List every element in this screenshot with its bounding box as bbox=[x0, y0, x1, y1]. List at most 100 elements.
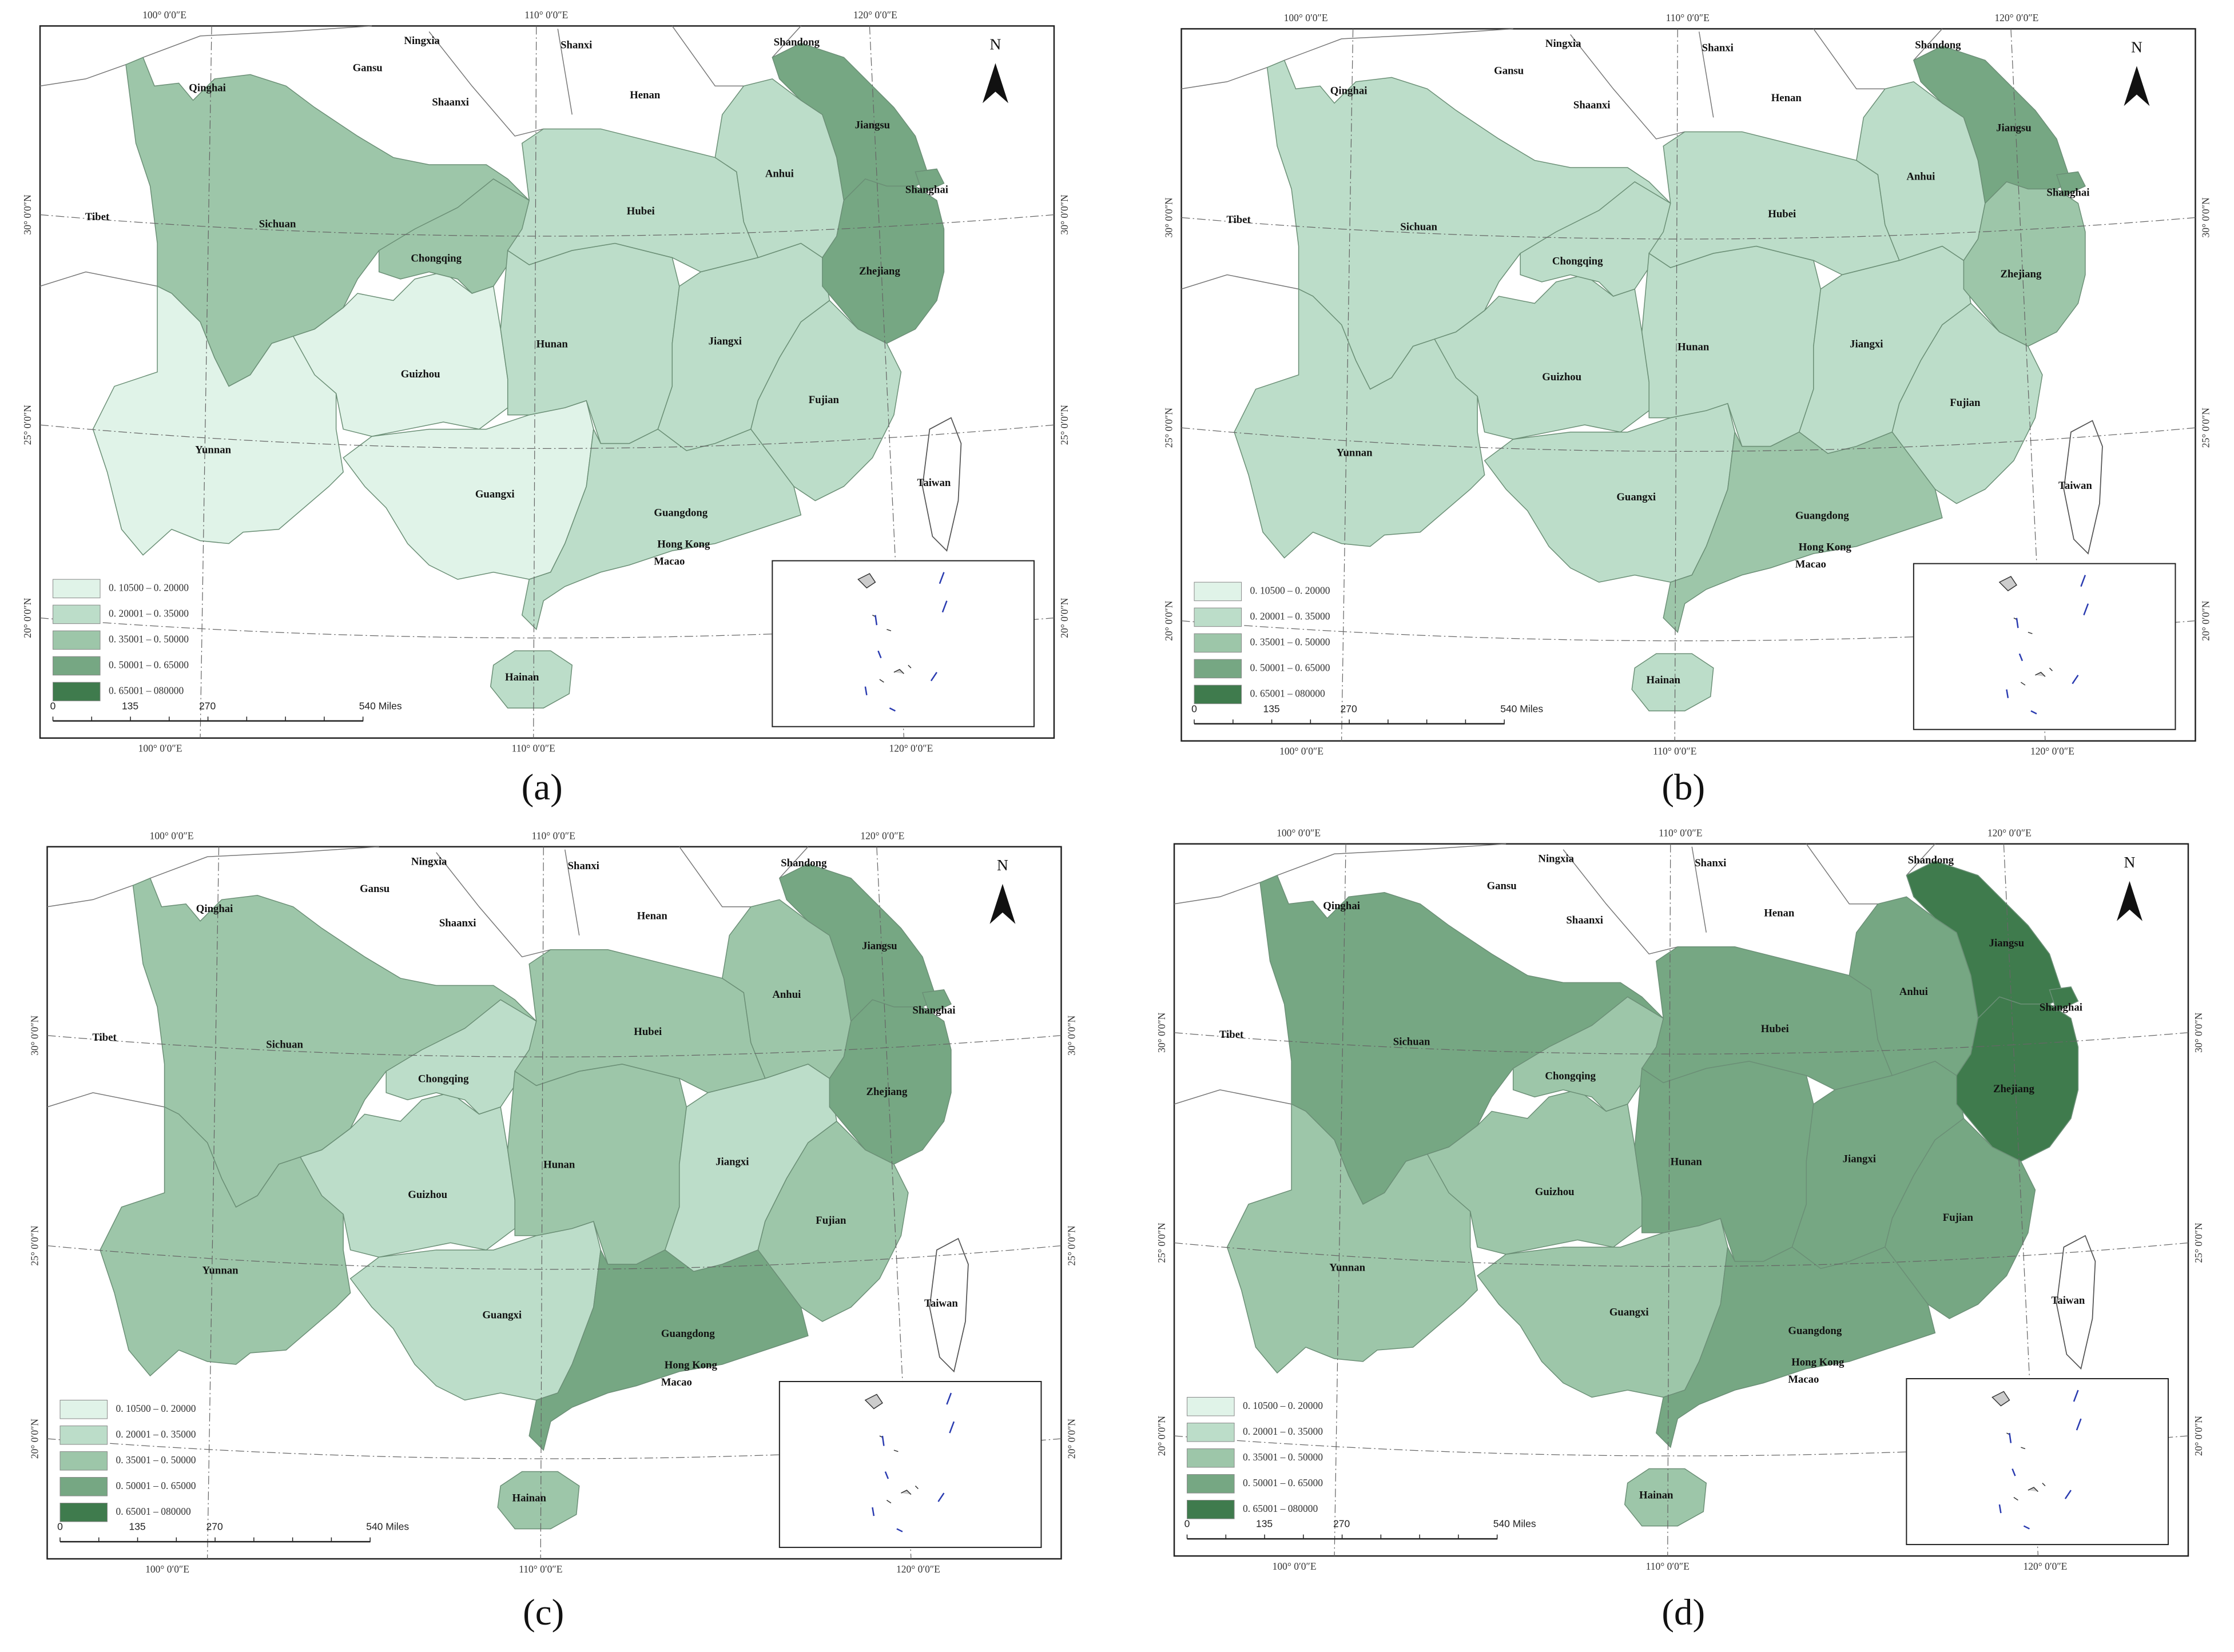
province-area bbox=[528, 1248, 809, 1451]
latitude-label: 30° 0′0″N bbox=[2193, 1012, 2204, 1052]
province-label: Yunnan bbox=[195, 444, 231, 456]
legend-swatch bbox=[59, 1400, 108, 1419]
neighbor-label: Shanxi bbox=[1702, 42, 1734, 54]
latitude-label: 20° 0′0″N bbox=[2193, 1416, 2204, 1456]
neighbor-label: Taiwan bbox=[2058, 480, 2092, 492]
province-label: Hunan bbox=[1678, 341, 1710, 353]
province-area bbox=[1631, 653, 1714, 711]
legend-swatch bbox=[59, 1503, 108, 1522]
legend-label: 0. 20001 – 0. 35000 bbox=[116, 1428, 196, 1440]
province-label: Guizhou bbox=[1542, 371, 1581, 383]
longitude-label: 110° 0′0″E bbox=[532, 830, 575, 841]
neighbor-label: Qinghai bbox=[196, 903, 233, 915]
province-label: Jiangsu bbox=[1996, 122, 2032, 134]
inset-islands bbox=[857, 573, 912, 683]
scale-label: 540 Miles bbox=[1493, 1518, 1536, 1530]
graticule bbox=[1181, 29, 2196, 741]
map-panel: Sichuan Yunnan Guizhou Chongqing Guangxi Huna… bbox=[29, 830, 1078, 1575]
scale-label: 0 bbox=[50, 700, 56, 711]
latitude-label: 30° 0′0″N bbox=[22, 194, 33, 234]
latitude-label: 20° 0′0″N bbox=[1163, 600, 1175, 640]
panel-label: (c) bbox=[523, 1592, 564, 1633]
province-label: Guizhou bbox=[1535, 1186, 1575, 1198]
neighbor-label: Qinghai bbox=[1330, 85, 1368, 97]
inset-islands bbox=[864, 1394, 919, 1504]
legend-label: 0. 35001 – 0. 50000 bbox=[1243, 1451, 1323, 1463]
latitude-label: 25° 0′0″N bbox=[2200, 408, 2212, 448]
province-area bbox=[921, 989, 952, 1015]
province-label: Chongqing bbox=[411, 252, 462, 264]
neighbor-label: Shandong bbox=[1915, 39, 1961, 51]
legend-swatch bbox=[1187, 1474, 1235, 1494]
legend-label: 0. 35001 – 0. 50000 bbox=[116, 1454, 196, 1466]
legend-label: 0. 10500 – 0. 20000 bbox=[109, 582, 189, 593]
legend-swatch bbox=[1187, 1448, 1235, 1468]
province-label: Guangdong bbox=[1795, 509, 1849, 522]
province-label: Hubei bbox=[1768, 208, 1796, 220]
legend-swatch bbox=[1187, 1500, 1235, 1519]
neighbor-label: Henan bbox=[637, 910, 668, 922]
province-area bbox=[1655, 1245, 1936, 1448]
latitude-label: 25° 0′0″N bbox=[1163, 408, 1175, 448]
longitude-label: 100° 0′0″E bbox=[1273, 1561, 1317, 1572]
neighbor-label: Ningxia bbox=[411, 856, 447, 868]
legend-swatch bbox=[1187, 1397, 1235, 1416]
scale-label: 135 bbox=[1263, 703, 1279, 714]
province-area bbox=[378, 178, 530, 294]
north-arrow bbox=[982, 63, 1008, 104]
longitude-label: 100° 0′0″E bbox=[138, 743, 182, 754]
province-label: Anhui bbox=[772, 989, 801, 1001]
legend-swatch bbox=[53, 579, 101, 599]
province-label: Jiangsu bbox=[1989, 937, 2025, 949]
scale-label: 0 bbox=[1191, 703, 1197, 714]
longitude-label: 120° 0′0″E bbox=[2030, 746, 2074, 757]
province-label: Sichuan bbox=[266, 1039, 303, 1051]
scale-label: 540 Miles bbox=[1500, 703, 1543, 714]
province-label: Hainan bbox=[1639, 1489, 1673, 1501]
neighbor-label: Shaanxi bbox=[1566, 914, 1603, 926]
neighbor-label: Taiwan bbox=[917, 477, 951, 489]
neighbor-label: Gansu bbox=[1494, 65, 1524, 77]
longitude-label: 110° 0′0″E bbox=[1659, 827, 1702, 838]
inset-boundary bbox=[872, 1392, 955, 1532]
longitude-label: 120° 0′0″E bbox=[853, 9, 897, 21]
neighbor-label: Ningxia bbox=[1545, 38, 1581, 50]
province-area bbox=[829, 999, 952, 1165]
province-label: Hubei bbox=[627, 205, 655, 217]
province-area bbox=[2049, 986, 2079, 1012]
legend-swatch bbox=[59, 1451, 108, 1471]
graticule bbox=[39, 26, 1055, 738]
north-label: N bbox=[997, 856, 1008, 874]
panel-label: (d) bbox=[1661, 1592, 1705, 1633]
graticule bbox=[47, 846, 1062, 1559]
province-area bbox=[521, 428, 802, 631]
province-label: Guizhou bbox=[401, 368, 440, 380]
inset-boundary bbox=[2006, 575, 2089, 715]
neighbor-borders bbox=[47, 846, 809, 1108]
legend-label: 0. 50001 – 0. 65000 bbox=[1243, 1477, 1323, 1488]
map-panel: Sichuan Yunnan Guizhou Chongqing Guangxi Huna… bbox=[22, 9, 1070, 754]
map-panel: Sichuan Yunnan Guizhou Chongqing Guangxi Huna… bbox=[1163, 12, 2212, 757]
legend-label: 0. 35001 – 0. 50000 bbox=[109, 633, 189, 644]
neighbor-label: Gansu bbox=[1487, 880, 1517, 892]
neighbor-label: Shanxi bbox=[561, 39, 592, 51]
province-label: Shanghai bbox=[912, 1005, 955, 1017]
longitude-label: 110° 0′0″E bbox=[1646, 1561, 1690, 1572]
neighbor-label: Macao bbox=[654, 555, 685, 567]
legend-swatch bbox=[1194, 633, 1242, 653]
latitude-label: 30° 0′0″N bbox=[1059, 194, 1070, 234]
neighbor-label: Shanxi bbox=[568, 860, 599, 872]
legend-label: 0. 10500 – 0. 20000 bbox=[1243, 1400, 1323, 1411]
province-label: Fujian bbox=[1943, 1212, 1974, 1224]
scale-label: 135 bbox=[122, 700, 138, 711]
legend-swatch bbox=[53, 630, 101, 650]
inset-frame bbox=[772, 560, 1035, 727]
longitude-label: 120° 0′0″E bbox=[1987, 827, 2032, 838]
legend-label: 0. 65001 – 080000 bbox=[1243, 1503, 1318, 1514]
province-label: Shanghai bbox=[2040, 1002, 2082, 1014]
latitude-label: 30° 0′0″N bbox=[2200, 197, 2212, 237]
neighbor-label: Henan bbox=[1764, 907, 1795, 919]
province-area bbox=[1663, 431, 1943, 634]
latitude-label: 20° 0′0″N bbox=[29, 1419, 41, 1459]
